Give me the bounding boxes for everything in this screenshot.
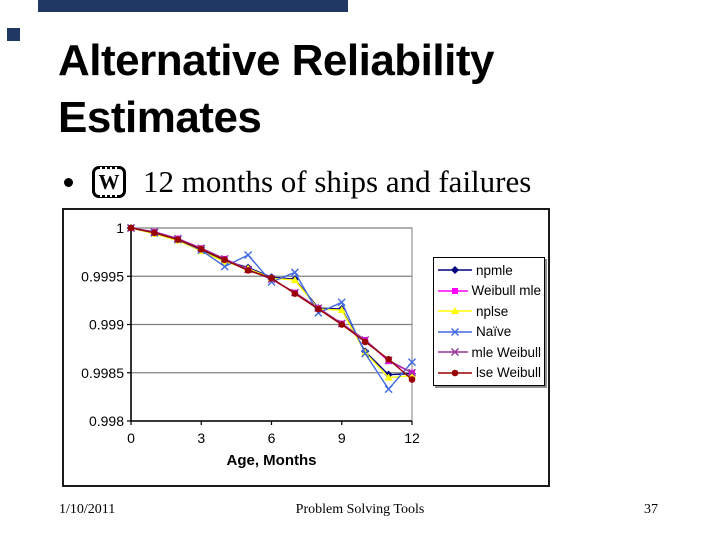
svg-text:9: 9 [338, 430, 346, 446]
svg-text:3: 3 [197, 430, 205, 446]
top-decor-square [7, 28, 20, 41]
legend-item-naïve: Naïve [437, 323, 541, 340]
weibull-icon-letter: W [98, 169, 120, 194]
bullet-text: 12 months of ships and failures [143, 164, 532, 199]
legend-item-mle-weibull: mle Weibull [437, 344, 541, 361]
legend-label: nplse [476, 303, 509, 319]
footer-date: 1/10/2011 [59, 502, 116, 517]
legend-key-square-icon [438, 287, 469, 294]
legend-item-weibull-mle: Weibull mle [437, 282, 541, 299]
bullet-marker [64, 178, 73, 187]
slide-title: Alternative Reliability Estimates [58, 32, 494, 146]
svg-text:6: 6 [268, 430, 276, 446]
svg-text:0.999: 0.999 [89, 317, 124, 333]
series-lse-weibull [127, 224, 416, 383]
legend-label: mle Weibull [471, 344, 541, 360]
svg-text:0: 0 [127, 430, 135, 446]
svg-text:0.9995: 0.9995 [81, 268, 124, 284]
legend-label: Weibull mle [471, 283, 541, 299]
svg-text:0.9985: 0.9985 [81, 365, 124, 381]
svg-text:12: 12 [404, 430, 420, 446]
legend-item-npmle: npmle [437, 262, 541, 279]
svg-text:1: 1 [116, 220, 124, 236]
legend-key-triangle-icon [438, 307, 472, 315]
weibull-software-icon: W [92, 166, 126, 198]
legend-label: lse Weibull [475, 365, 541, 381]
legend-item-nplse: nplse [437, 303, 541, 320]
chart-legend: npmle Weibull mle nplse Naïve mle Weibull lse… [433, 257, 545, 386]
legend-item-lse-weibull: lse Weibull [437, 364, 541, 381]
top-decor-bar [38, 0, 348, 12]
svg-text:0.998: 0.998 [89, 413, 124, 429]
legend-key-diamond-icon [438, 266, 472, 275]
svg-text:Age, Months: Age, Months [227, 452, 317, 469]
legend-label: Naïve [476, 324, 512, 340]
slide-title-line1: Alternative Reliability [58, 36, 494, 85]
legend-key-x-icon [438, 348, 469, 357]
slide-title-line2: Estimates [58, 93, 262, 142]
slide-footer: 1/10/2011 Problem Solving Tools 37 [0, 502, 720, 522]
legend-key-circle-icon [438, 369, 472, 377]
legend-label: npmle [476, 262, 513, 278]
chart-frame: 1 0.9995 0.999 0.9985 0.998 0 3 6 9 12 Age, Months… [62, 208, 550, 487]
legend-key-x-icon [438, 327, 472, 336]
footer-page-number: 37 [644, 502, 658, 517]
footer-title: Problem Solving Tools [295, 502, 425, 517]
